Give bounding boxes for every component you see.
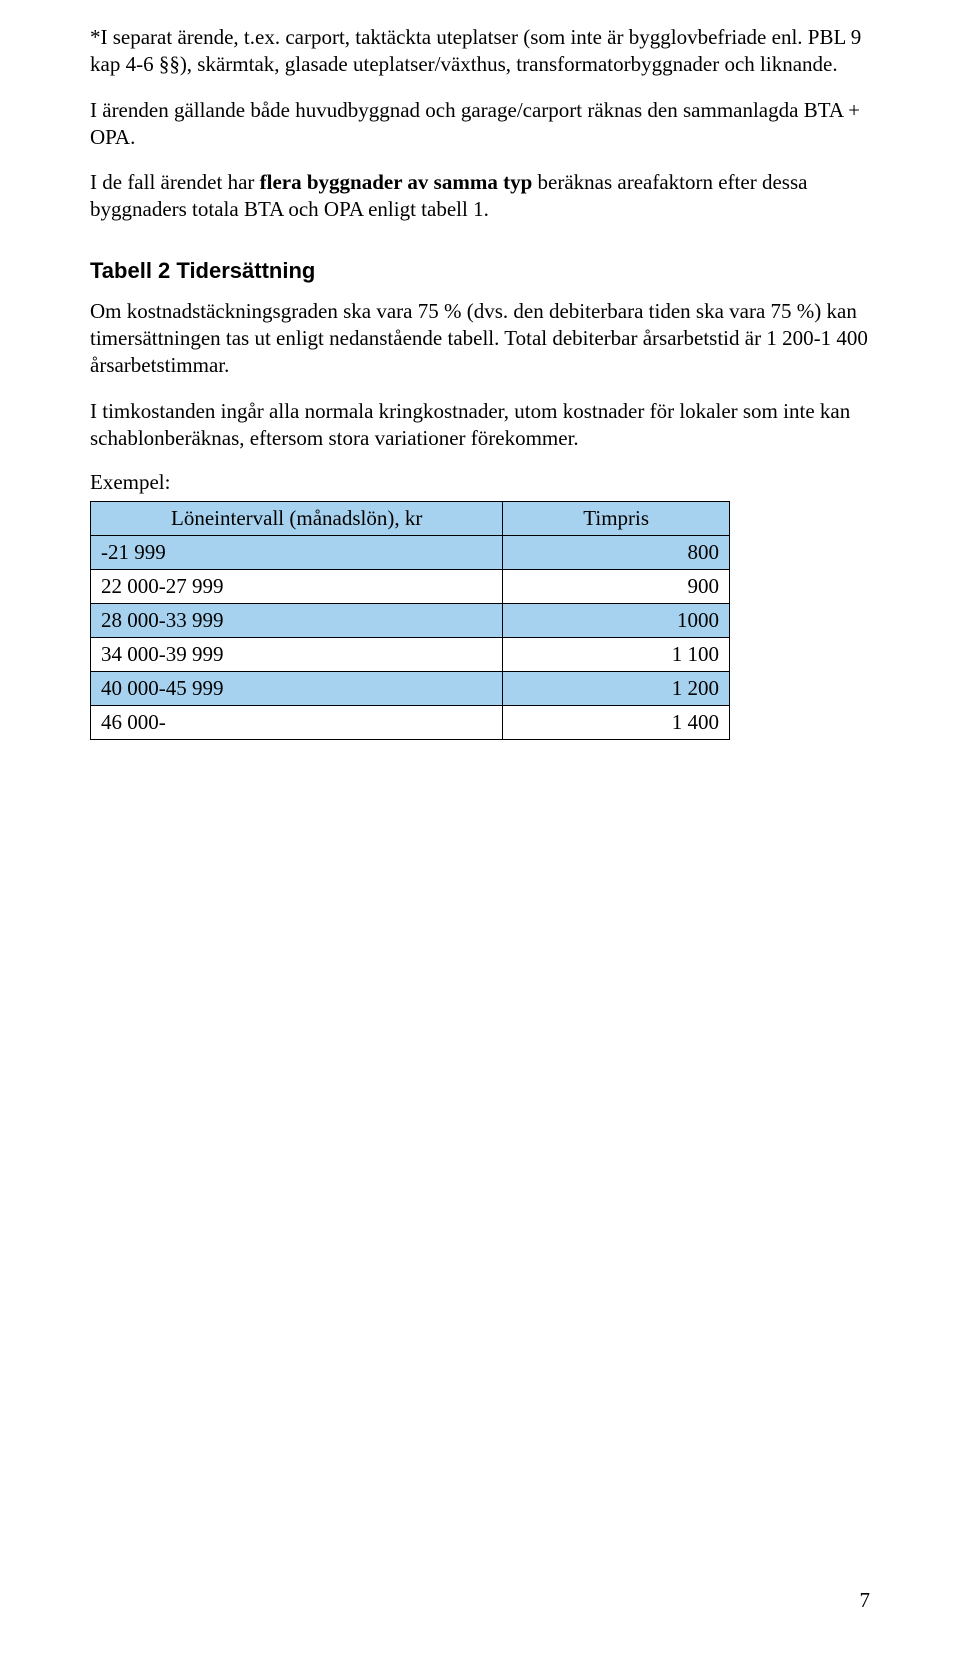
page-number: 7	[860, 1588, 871, 1613]
table-row: -21 999 800	[91, 536, 730, 570]
p3-bold: flera byggnader av samma typ	[260, 170, 533, 194]
row-label: -21 999	[91, 536, 503, 570]
table-row: 40 000-45 999 1 200	[91, 672, 730, 706]
p3-pre: I de fall ärendet har	[90, 170, 260, 194]
row-label: 22 000-27 999	[91, 570, 503, 604]
table-row: 22 000-27 999 900	[91, 570, 730, 604]
section-heading: Tabell 2 Tidersättning	[90, 258, 870, 284]
table-row: 28 000-33 999 1000	[91, 604, 730, 638]
header-left: Löneintervall (månadslön), kr	[91, 502, 503, 536]
paragraph-bta-opa: I ärenden gällande både huvudbyggnad och…	[90, 97, 870, 152]
row-value: 800	[503, 536, 730, 570]
document-page: *I separat ärende, t.ex. carport, taktäc…	[0, 0, 960, 740]
row-value: 1 400	[503, 706, 730, 740]
paragraph-timkostnaden: I timkostanden ingår alla normala kringk…	[90, 398, 870, 453]
paragraph-flera-byggnader: I de fall ärendet har flera byggnader av…	[90, 169, 870, 224]
salary-table: Löneintervall (månadslön), kr Timpris -2…	[90, 501, 730, 740]
row-label: 28 000-33 999	[91, 604, 503, 638]
row-label: 40 000-45 999	[91, 672, 503, 706]
example-label: Exempel:	[90, 470, 870, 495]
row-value: 1 200	[503, 672, 730, 706]
header-right: Timpris	[503, 502, 730, 536]
row-label: 46 000-	[91, 706, 503, 740]
paragraph-cost-coverage: Om kostnadstäckningsgraden ska vara 75 %…	[90, 298, 870, 380]
row-value: 1 100	[503, 638, 730, 672]
table-header-row: Löneintervall (månadslön), kr Timpris	[91, 502, 730, 536]
row-value: 900	[503, 570, 730, 604]
row-value: 1000	[503, 604, 730, 638]
table-row: 46 000- 1 400	[91, 706, 730, 740]
table-row: 34 000-39 999 1 100	[91, 638, 730, 672]
paragraph-asterisk: *I separat ärende, t.ex. carport, taktäc…	[90, 24, 870, 79]
row-label: 34 000-39 999	[91, 638, 503, 672]
